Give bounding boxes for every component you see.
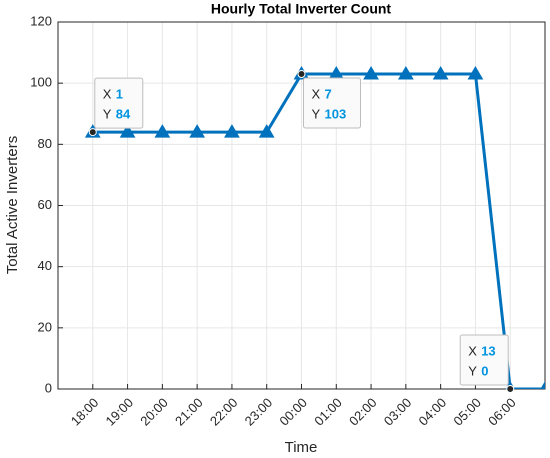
marker <box>397 65 414 80</box>
y-tick-label: 120 <box>30 13 52 28</box>
datatip-box <box>94 77 144 129</box>
axes-box <box>57 21 546 390</box>
datatip-x-value: 1 <box>116 87 123 102</box>
y-tick-label: 80 <box>38 136 52 151</box>
marker <box>258 124 275 138</box>
y-tick-label: 60 <box>38 197 52 212</box>
marker <box>154 124 171 138</box>
marker <box>432 65 449 80</box>
datatip-x-label: X <box>468 343 477 358</box>
datatip-point <box>297 69 306 78</box>
y-tick-label: 100 <box>30 75 52 90</box>
datatip-x-label: X <box>312 86 321 101</box>
datatip-y-value: 0 <box>481 363 488 378</box>
y-tick-label: 20 <box>38 319 52 334</box>
datatip-x-label: X <box>103 87 112 102</box>
marker <box>119 124 136 138</box>
marker <box>467 65 484 80</box>
datatip-box <box>303 77 361 129</box>
datatip-y-value: 103 <box>325 106 347 121</box>
datatip-y-value: 84 <box>116 107 131 122</box>
x-axis-label: Time <box>285 439 318 456</box>
datatip-x-value: 13 <box>481 343 495 358</box>
marker <box>540 381 545 389</box>
marker <box>363 65 379 80</box>
chart-title: Hourly Total Inverter Count <box>211 1 392 17</box>
datatip-point <box>88 128 97 137</box>
marker <box>189 124 206 138</box>
marker <box>224 124 240 138</box>
datatip-y-label: Y <box>312 106 321 121</box>
datatip-point <box>506 385 515 393</box>
datatip-box <box>459 334 509 386</box>
datatip-y-label: Y <box>468 363 477 378</box>
y-axis-label: Total Active Inverters <box>4 136 21 274</box>
y-tick-label: 40 <box>38 258 52 273</box>
y-tick-label: 0 <box>45 380 52 395</box>
datatip-y-label: Y <box>103 107 112 122</box>
line <box>92 72 545 389</box>
datatip-x-value: 7 <box>325 86 332 101</box>
